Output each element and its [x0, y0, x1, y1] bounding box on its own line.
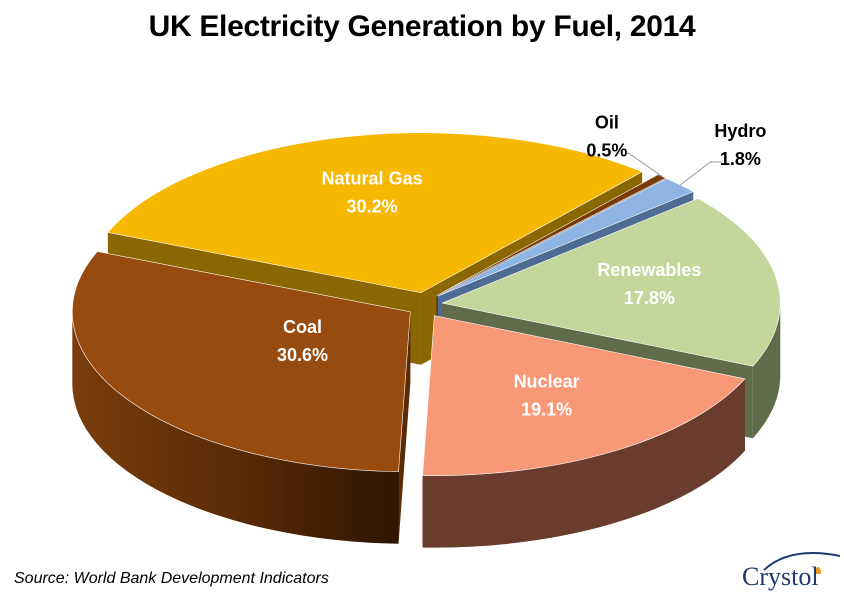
- slice-value-label: 19.1%: [521, 399, 572, 419]
- brand-swoosh-icon: [763, 552, 841, 574]
- slice-name-label: Renewables: [597, 260, 701, 280]
- slice-value-label: 1.8%: [720, 149, 761, 169]
- slice-top-oil: [436, 174, 667, 296]
- slice-name-label: Nuclear: [514, 371, 580, 391]
- slice-top-nuclear: [422, 315, 746, 476]
- slice-side-coal: [72, 311, 399, 544]
- labels-layer: Coal 30.6% Natural Gas 30.2% Oil 0.5% Hydro 1.8…: [277, 112, 766, 419]
- brand-name: Crystol: [742, 562, 819, 591]
- slice-name-label: Hydro: [714, 121, 766, 141]
- slice-top-coal: [72, 251, 411, 473]
- slice-top-renewables: [441, 198, 781, 367]
- slice-value-label: 17.8%: [624, 288, 675, 308]
- slice-name-label: Natural Gas: [322, 168, 423, 188]
- slice-value-label: 0.5%: [586, 140, 627, 160]
- leader-line-hydro: [680, 161, 723, 186]
- slices-layer: [72, 132, 781, 548]
- slice-name-label: Coal: [283, 317, 322, 337]
- slice-nuclear: [422, 315, 746, 548]
- slice-side-nuclear: [422, 378, 745, 548]
- source-note: Source: World Bank Development Indicator…: [14, 570, 329, 587]
- slice-top-natural-gas: [107, 132, 643, 294]
- chart-title: UK Electricity Generation by Fuel, 2014: [148, 10, 696, 43]
- brand-logo: Crystol: [742, 544, 842, 596]
- slice-value-label: 30.2%: [347, 196, 398, 216]
- slice-side-renewables: [752, 303, 781, 439]
- slice-name-label: Oil: [595, 112, 619, 132]
- leader-line-oil: [624, 152, 663, 177]
- slice-value-label: 30.6%: [277, 345, 328, 365]
- slice-coal: [72, 251, 411, 544]
